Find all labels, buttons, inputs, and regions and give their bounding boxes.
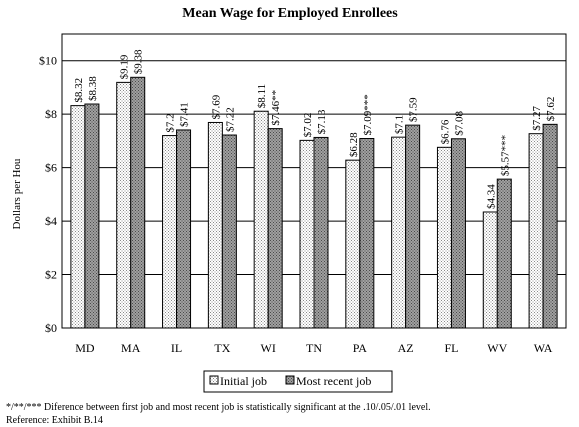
y-tick-label: $10 [39,54,57,68]
bar [176,129,192,329]
bar [221,134,237,329]
legend-box [203,370,393,393]
bar [130,76,146,329]
bar [450,138,466,329]
data-label: $7.2 [165,113,177,132]
data-label: $6.76 [439,119,451,144]
bar [496,178,512,329]
legend-swatch-initial [209,375,219,385]
reference-note: Reference: Exhibit B.14 [6,415,103,426]
bar [299,139,315,329]
x-tick-label: WA [534,341,553,355]
data-label: $7.62 [545,97,557,122]
plot-frame [61,33,567,329]
bar [359,138,375,329]
data-label: $7.13 [316,109,328,134]
x-tick-label: FL [444,341,458,355]
legend-label-initial: Initial job [220,374,267,388]
bar [70,105,86,329]
x-tick-label: WV [487,341,507,355]
data-label: $8.11 [256,84,268,108]
bar [162,135,178,329]
data-label: $7.46** [270,90,282,126]
bar [84,103,100,329]
y-axis-label: Dollars per Hou [11,158,23,229]
data-label: $7.08 [453,111,465,136]
bar [405,124,421,329]
data-label: $8.32 [73,78,85,103]
data-label: $6.28 [348,132,360,157]
y-ticks: $0 $2 $4 $6 $8 $10 [39,54,57,335]
y-tick-label: $0 [45,321,57,335]
bar [345,159,361,329]
data-label: $4.34 [485,184,497,209]
footnote: */**/*** Diference between first job and… [6,402,431,413]
bar [391,136,407,329]
x-tick-label: TN [306,341,322,355]
data-label: $7.22 [224,107,236,132]
x-tick-label: WI [261,341,276,355]
data-label: $7.1 [394,115,406,134]
data-label: $7.69 [210,94,222,119]
legend: Initial job Most recent job [203,370,393,393]
data-label: $9.38 [133,49,145,74]
bar [482,211,498,329]
data-label: $7.02 [302,113,314,138]
legend-swatch-recent [285,375,295,385]
data-label: $5.57*** [499,135,511,176]
bar [436,146,452,329]
bar [313,136,329,329]
legend-label-recent: Most recent job [296,374,371,388]
data-label: $7.09*** [362,94,374,135]
data-label: $7.27 [531,105,543,130]
x-tick-label: MA [121,341,141,355]
bar [253,110,269,329]
data-label: $8.38 [87,76,99,101]
bar [116,81,132,329]
bar [267,128,283,329]
x-ticks: MD MA IL TX WI TN PA AZ FL WV WA [75,341,553,355]
x-tick-label: TX [214,341,230,355]
x-tick-label: MD [75,341,95,355]
data-label: $9.19 [119,54,131,79]
x-tick-label: IL [171,341,182,355]
bar [528,133,544,329]
y-tick-label: $8 [45,107,57,121]
bar [207,121,223,329]
chart-title: Mean Wage for Employed Enrollees [182,6,398,21]
data-label: $7.59 [408,97,420,122]
y-tick-label: $6 [45,161,57,175]
data-labels: $8.32 $8.38 $9.19 $9.38 $7.2 $7.41 $7.69$7.22 $… [73,49,557,209]
y-tick-label: $4 [45,214,57,228]
x-tick-label: AZ [398,341,414,355]
y-tick-label: $2 [45,268,57,282]
data-label: $7.41 [179,102,191,127]
bar [542,123,558,329]
x-tick-label: PA [353,341,368,355]
